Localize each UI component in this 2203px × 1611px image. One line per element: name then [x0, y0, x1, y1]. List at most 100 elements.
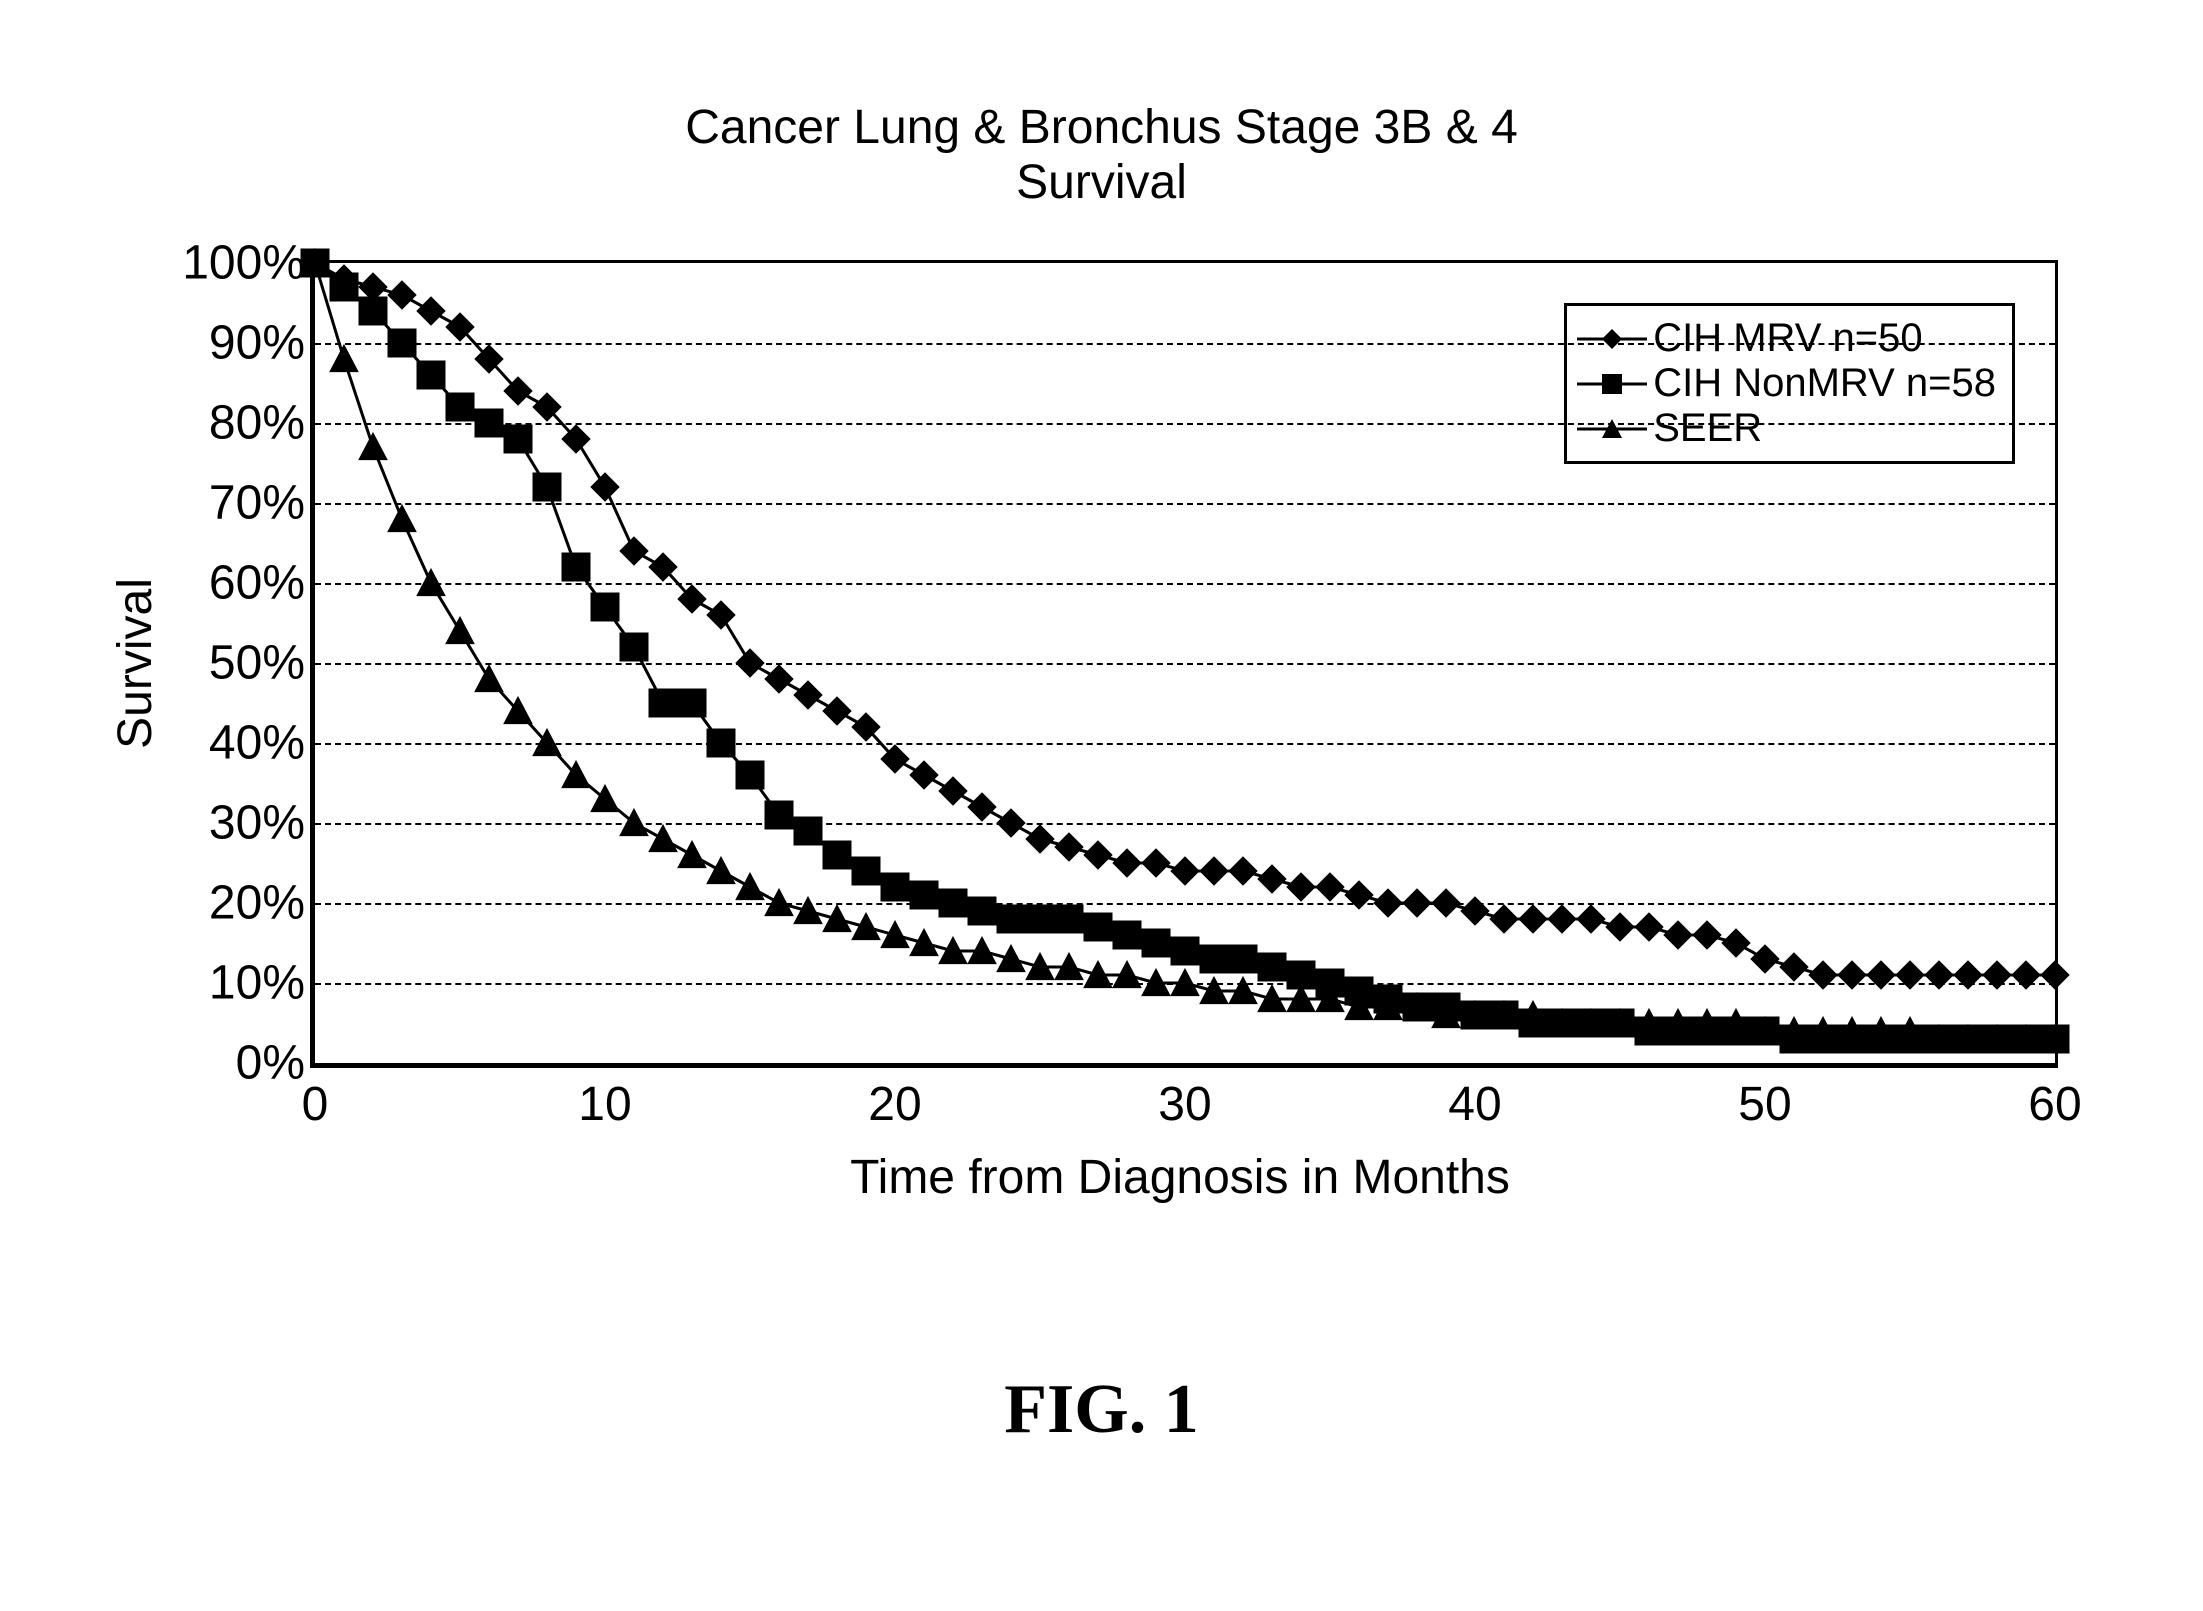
legend-item: CIH MRV n=50: [1577, 316, 1996, 361]
series-marker: [939, 777, 967, 805]
y-axis-title: Survival: [108, 578, 163, 749]
series-marker: [1229, 857, 1257, 885]
chart-title-line1: Cancer Lung & Bronchus Stage 3B & 4: [0, 100, 2203, 155]
gridline: [315, 823, 2055, 825]
x-tick-label: 60: [2028, 1063, 2081, 1132]
series-marker: [359, 297, 387, 325]
series-marker: [475, 665, 503, 692]
series-marker: [1258, 865, 1286, 893]
y-tick-label: 20%: [209, 876, 315, 931]
series-marker: [1026, 905, 1054, 933]
series-marker: [794, 817, 822, 845]
legend-swatch: [1577, 321, 1647, 357]
series-marker: [1780, 953, 1808, 981]
series-marker: [707, 601, 735, 629]
series-marker: [1693, 921, 1721, 949]
x-tick-label: 0: [302, 1063, 329, 1132]
chart-title: Cancer Lung & Bronchus Stage 3B & 4 Surv…: [0, 100, 2203, 210]
x-tick-label: 50: [1738, 1063, 1791, 1132]
y-tick-label: 100%: [182, 236, 315, 291]
series-marker: [910, 761, 938, 789]
legend: CIH MRV n=50CIH NonMRV n=58SEER: [1564, 303, 2015, 464]
series-marker: [1490, 905, 1518, 933]
series-marker: [765, 665, 793, 693]
series-marker: [1200, 945, 1228, 973]
gridline: [315, 343, 2055, 345]
series-marker: [1171, 937, 1199, 965]
legend-label: CIH MRV n=50: [1653, 316, 1922, 361]
series-marker: [1026, 825, 1054, 853]
series-marker: [1577, 905, 1605, 933]
series-marker: [794, 681, 822, 709]
series-marker: [1113, 849, 1141, 877]
series-marker: [1548, 905, 1576, 933]
series-marker: [852, 913, 880, 940]
series-marker: [968, 897, 996, 925]
series-marker: [533, 473, 561, 501]
gridline: [315, 663, 2055, 665]
y-tick-label: 40%: [209, 716, 315, 771]
series-marker: [1287, 873, 1315, 901]
series-marker: [1084, 913, 1112, 941]
series-marker: [591, 593, 619, 621]
legend-item: CIH NonMRV n=58: [1577, 361, 1996, 406]
y-tick-label: 80%: [209, 396, 315, 451]
series-marker: [1664, 921, 1692, 949]
legend-label: SEER: [1653, 406, 1762, 451]
gridline: [315, 583, 2055, 585]
series-marker: [1229, 945, 1257, 973]
legend-swatch: [1577, 411, 1647, 447]
series-marker: [1055, 905, 1083, 933]
chart-title-line2: Survival: [0, 155, 2203, 210]
series-marker: [1519, 905, 1547, 933]
x-tick-label: 30: [1158, 1063, 1211, 1132]
page: Cancer Lung & Bronchus Stage 3B & 4 Surv…: [0, 0, 2203, 1611]
x-axis-title: Time from Diagnosis in Months: [310, 1150, 2050, 1205]
series-marker: [620, 633, 648, 661]
series-marker: [910, 929, 938, 956]
series-marker: [1171, 857, 1199, 885]
series-marker: [1461, 897, 1489, 925]
series-marker: [359, 433, 387, 460]
series-marker: [446, 393, 474, 421]
series-marker: [968, 793, 996, 821]
series-marker: [997, 905, 1025, 933]
series-marker: [562, 553, 590, 581]
series-marker: [446, 617, 474, 644]
series-marker: [1055, 833, 1083, 861]
gridline: [315, 743, 2055, 745]
series-marker: [388, 505, 416, 532]
y-tick-label: 50%: [209, 636, 315, 691]
legend-item: SEER: [1577, 406, 1996, 451]
series-marker: [1258, 953, 1286, 981]
x-tick-label: 40: [1448, 1063, 1501, 1132]
series-marker: [649, 825, 677, 852]
gridline: [315, 903, 2055, 905]
series-marker: [1142, 929, 1170, 957]
series-marker: [620, 537, 648, 565]
series-marker: [330, 273, 358, 301]
gridline: [315, 503, 2055, 505]
series-marker: [649, 689, 677, 717]
series-marker: [1606, 913, 1634, 941]
series-marker: [330, 345, 358, 372]
series-marker: [1142, 849, 1170, 877]
series-marker: [417, 297, 445, 325]
series-marker: [736, 873, 764, 900]
series-marker: [852, 857, 880, 885]
series-marker: [997, 945, 1025, 972]
series-marker: [678, 841, 706, 868]
x-tick-label: 20: [868, 1063, 921, 1132]
series-marker: [823, 905, 851, 932]
gridline: [315, 423, 2055, 425]
series-marker: [707, 857, 735, 884]
series-marker: [794, 897, 822, 924]
series-marker: [736, 761, 764, 789]
series-marker: [678, 689, 706, 717]
series-marker: [1751, 945, 1779, 973]
series-marker: [823, 841, 851, 869]
series-marker: [1316, 873, 1344, 901]
series-marker: [1722, 929, 1750, 957]
y-tick-label: 90%: [209, 316, 315, 371]
series-marker: [823, 697, 851, 725]
